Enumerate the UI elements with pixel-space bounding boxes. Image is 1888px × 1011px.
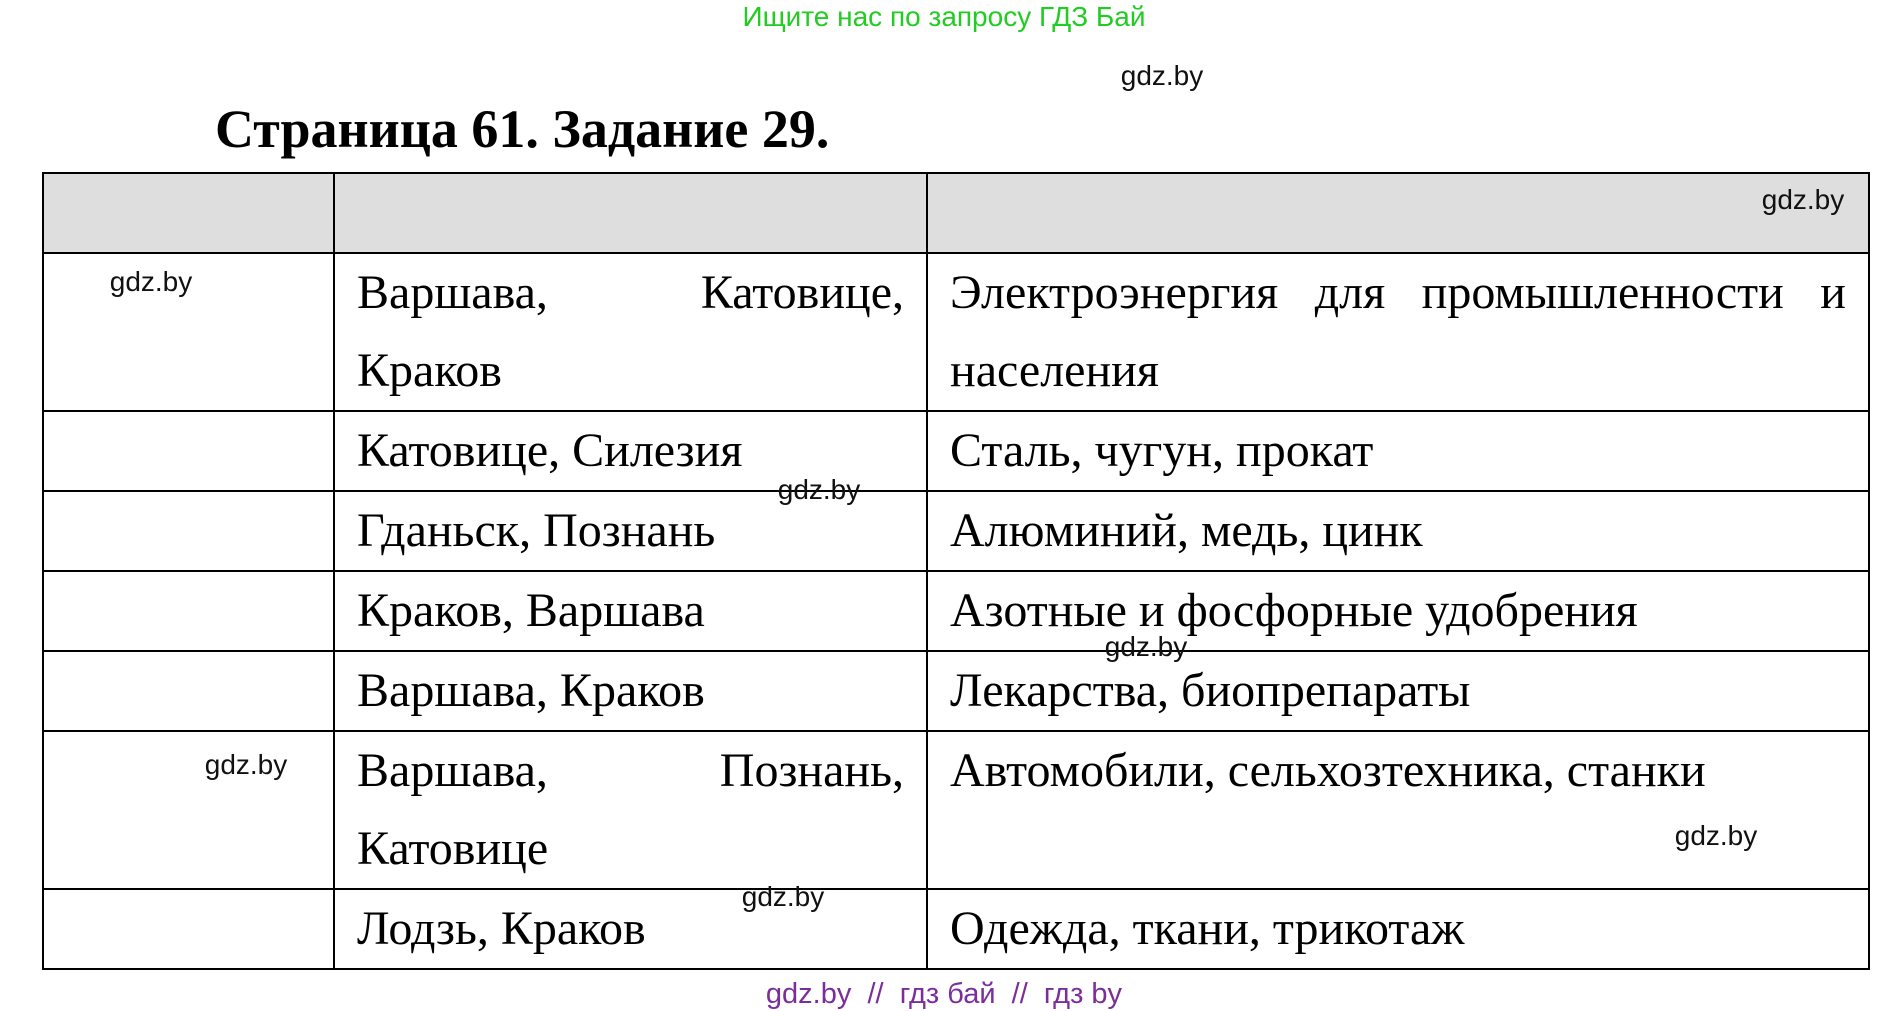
table-cell [42,410,335,492]
answer-table: Варшава, Катовице, Краков Электроэнергия … [42,172,1870,970]
table-cell: Гданьск, Познань [333,490,928,572]
table-cell [42,888,335,970]
watermark: gdz.by [741,881,825,912]
watermark: gdz.by [1120,60,1204,91]
table-cell: Варшава, Катовице, Краков [333,252,928,412]
header-cell [926,172,1870,254]
table-row: Варшава, Познань, Катовице Автомобили, се… [42,730,1870,890]
watermark: gdz.by [109,266,193,297]
table-cell [42,570,335,652]
watermark: gdz.by [1104,631,1188,662]
table-cell: Автомобили, сельхозтехника, станки [926,730,1870,890]
table-cell: Варшава, Краков [333,650,928,732]
table-cell: Сталь, чугун, прокат [926,410,1870,492]
table-cell [42,490,335,572]
table-cell [42,730,335,890]
table-cell: Краков, Варшава [333,570,928,652]
table-cell: Лекарства, биопрепараты [926,650,1870,732]
footer-links: gdz.by // гдз бай // гдз by [765,978,1123,1010]
table-row: Катовице, Силезия Сталь, чугун, прокат [42,410,1870,492]
search-banner: Ищите нас по запросу ГДЗ Бай [742,1,1146,32]
table-cell: Одежда, ткани, трикотаж [926,888,1870,970]
table-cell: Лодзь, Краков [333,888,928,970]
table-row: Варшава, Катовице, Краков Электроэнергия … [42,252,1870,412]
table-header-row [42,172,1870,254]
watermark: gdz.by [204,749,288,780]
header-cell [42,172,335,254]
watermark: gdz.by [1761,184,1845,215]
table-cell: Катовице, Силезия [333,410,928,492]
table-cell [42,650,335,732]
table-row: Краков, Варшава Азотные и фосфорные удобр… [42,570,1870,652]
header-cell [333,172,928,254]
table-row: Варшава, Краков Лекарства, биопрепараты [42,650,1870,732]
table-cell: Алюминий, медь, цинк [926,490,1870,572]
table-cell: Азотные и фосфорные удобрения [926,570,1870,652]
watermark: gdz.by [1674,820,1758,851]
table-row: Гданьск, Познань Алюминий, медь, цинк [42,490,1870,572]
table-cell [42,252,335,412]
table-row: Лодзь, Краков Одежда, ткани, трикотаж [42,888,1870,970]
table-cell: Электроэнергия для промышленности и насе… [926,252,1870,412]
table-cell: Варшава, Познань, Катовице [333,730,928,890]
page-title: Страница 61. Задание 29. [215,99,830,159]
watermark: gdz.by [777,474,861,505]
